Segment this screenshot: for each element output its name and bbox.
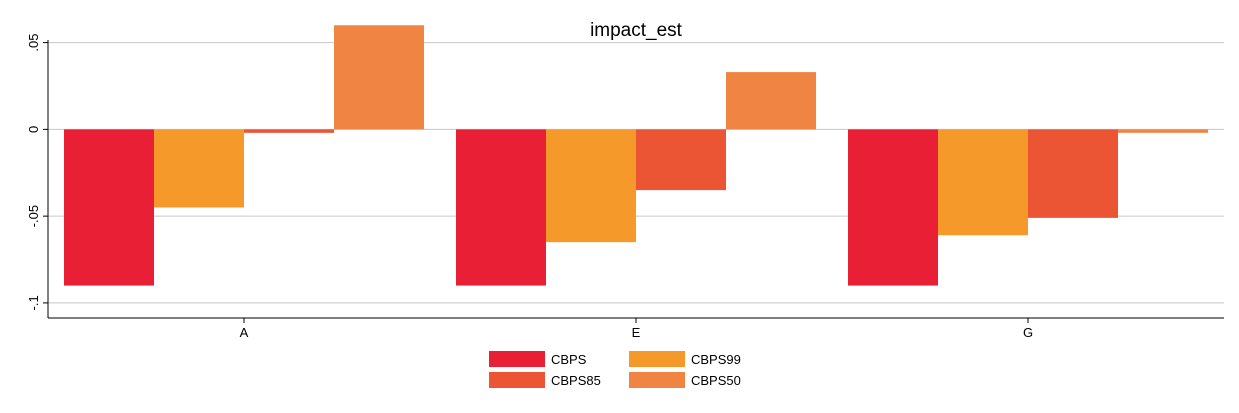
bar-cbps99-e	[546, 129, 636, 243]
legend-label-cbps50: CBPS50	[691, 373, 741, 388]
bar-cbps85-e	[636, 129, 726, 191]
y-tick-labels: .05 0 -.05 -.1	[26, 34, 41, 311]
bar-cbps85-a	[244, 129, 334, 133]
legend-label-cbps99: CBPS99	[691, 352, 741, 367]
y-tick-label: 0	[26, 126, 41, 133]
bar-cbps-e	[456, 129, 546, 286]
bar-cbps85-g	[1028, 129, 1118, 218]
x-category-label: A	[240, 325, 249, 340]
legend-swatch-cbps85	[489, 372, 545, 388]
legend-swatch-cbps	[489, 351, 545, 367]
bar-cbps50-g	[1118, 129, 1208, 133]
x-category-label: E	[632, 325, 641, 340]
bar-cbps50-a	[334, 25, 424, 130]
y-tick-label: -.1	[26, 295, 41, 310]
bar-cbps99-a	[154, 129, 244, 208]
legend-label-cbps: CBPS	[551, 352, 587, 367]
legend-swatch-cbps50	[629, 372, 685, 388]
bar-cbps-a	[64, 129, 154, 286]
axes	[43, 40, 1224, 323]
legend-label-cbps85: CBPS85	[551, 373, 601, 388]
bars	[64, 25, 1208, 286]
bar-cbps99-g	[938, 129, 1028, 236]
legend-swatch-cbps99	[629, 351, 685, 367]
y-tick-label: -.05	[26, 205, 41, 227]
y-tick-label: .05	[26, 34, 41, 52]
x-category-label: G	[1023, 325, 1033, 340]
chart-title: impact_est	[590, 20, 683, 41]
legend: CBPS CBPS99 CBPS85 CBPS50	[489, 351, 741, 388]
bar-cbps-g	[848, 129, 938, 286]
bar-cbps50-e	[726, 72, 816, 130]
